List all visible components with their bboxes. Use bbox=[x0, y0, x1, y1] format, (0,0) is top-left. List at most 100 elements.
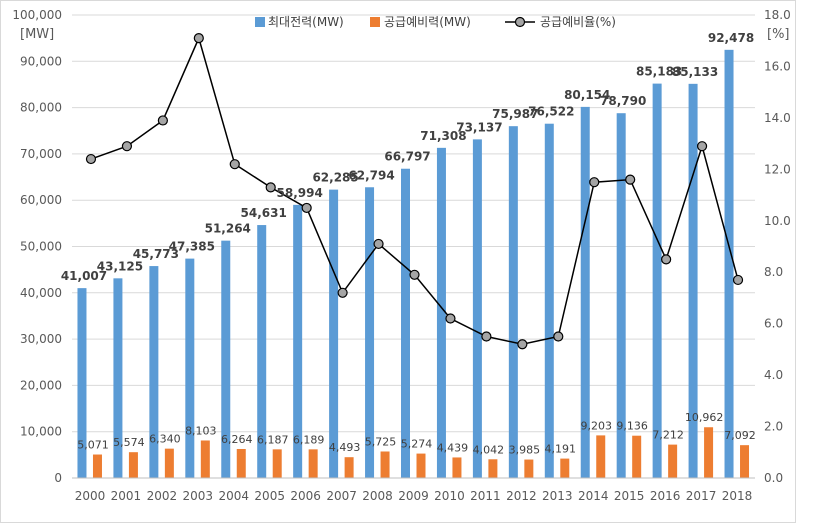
legend-label-reserve-power: 공급예비력(MW) bbox=[384, 15, 471, 29]
data-label-peak-demand: 62,794 bbox=[348, 168, 394, 182]
point-reserve-margin bbox=[589, 177, 600, 188]
bar-reserve-power bbox=[452, 457, 462, 478]
x-axis-tick-label: 2003 bbox=[183, 489, 214, 503]
data-label-peak-demand: 54,631 bbox=[241, 206, 287, 220]
left-axis-tick-label: 60,000 bbox=[20, 193, 62, 207]
x-axis-tick-label: 2012 bbox=[506, 489, 537, 503]
x-axis-tick-label: 2013 bbox=[542, 489, 573, 503]
bar-reserve-power bbox=[92, 454, 102, 478]
bar-peak-demand bbox=[616, 113, 626, 478]
left-axis-tick-label: 80,000 bbox=[20, 101, 62, 115]
bar-peak-demand bbox=[329, 189, 339, 478]
point-reserve-margin bbox=[157, 115, 168, 126]
point-reserve-margin bbox=[229, 159, 240, 170]
line-layer bbox=[85, 33, 744, 350]
left-axis-tick-label: 100,000 bbox=[12, 8, 62, 22]
point-reserve-margin bbox=[85, 153, 97, 165]
left-axis-tick-label: 70,000 bbox=[20, 147, 62, 161]
bar-reserve-power bbox=[344, 457, 354, 478]
point-reserve-margin bbox=[301, 202, 312, 214]
point-reserve-margin bbox=[696, 141, 708, 152]
bar-reserve-power bbox=[488, 459, 498, 478]
right-axis-tick-label: 14.0 bbox=[764, 111, 791, 125]
bar-peak-demand bbox=[472, 139, 482, 479]
data-label-peak-demand: 85,183 bbox=[636, 65, 682, 79]
point-reserve-margin bbox=[373, 238, 384, 250]
left-axis-tick-label: 30,000 bbox=[20, 332, 62, 346]
bar-reserve-power bbox=[632, 435, 642, 478]
data-label-peak-demand: 92,478 bbox=[708, 31, 754, 45]
data-label-reserve-power: 4,042 bbox=[473, 443, 505, 456]
point-reserve-margin bbox=[121, 141, 133, 152]
bar-peak-demand bbox=[257, 225, 267, 478]
bar-peak-demand bbox=[113, 278, 123, 478]
bar-reserve-power bbox=[236, 448, 246, 478]
right-axis-tick-label: 0.0 bbox=[764, 471, 783, 485]
data-label-reserve-power: 3,985 bbox=[509, 444, 541, 457]
right-axis-tick-label: 18.0 bbox=[764, 8, 791, 22]
bar-peak-demand bbox=[724, 49, 734, 479]
point-reserve-margin bbox=[625, 174, 636, 185]
legend-swatch-peak-demand bbox=[255, 17, 265, 27]
point-reserve-margin bbox=[193, 33, 204, 44]
left-axis-tick-label: 20,000 bbox=[20, 378, 62, 392]
legend: 최대전력(MW) 공급예비력(MW) 공급예비율(%) bbox=[255, 15, 616, 29]
x-axis-tick-label: 2014 bbox=[578, 489, 609, 503]
x-axis-tick-label: 2008 bbox=[362, 489, 393, 503]
x-axis-tick-label: 2009 bbox=[398, 489, 429, 503]
point-reserve-margin bbox=[517, 339, 528, 350]
bar-peak-demand bbox=[221, 240, 231, 478]
bar-reserve-power bbox=[524, 459, 534, 478]
bar-peak-demand bbox=[652, 83, 662, 478]
axis-layer: 0 10,000 20,000 30,000 40,000 50,000 60,000 70,… bbox=[12, 8, 790, 503]
bar-reserve-power bbox=[128, 452, 138, 478]
data-label-peak-demand: 45,773 bbox=[133, 247, 179, 261]
right-axis-tick-label: 16.0 bbox=[764, 59, 791, 73]
bar-layer bbox=[77, 49, 750, 479]
legend-label-reserve-margin: 공급예비율(%) bbox=[540, 15, 616, 29]
data-label-peak-demand: 71,308 bbox=[420, 129, 466, 143]
point-reserve-margin bbox=[265, 182, 276, 193]
right-axis-tick-label: 2.0 bbox=[764, 420, 783, 434]
data-label-reserve-power: 8,103 bbox=[185, 424, 217, 437]
data-label-peak-demand: 51,264 bbox=[205, 222, 251, 236]
bar-reserve-power bbox=[740, 445, 750, 478]
data-label-reserve-power: 9,203 bbox=[580, 419, 612, 432]
left-axis-tick-label: 90,000 bbox=[20, 54, 62, 68]
bar-peak-demand bbox=[508, 126, 518, 479]
right-axis-tick-label: 10.0 bbox=[764, 214, 791, 228]
data-label-reserve-power: 6,189 bbox=[293, 433, 325, 446]
bar-peak-demand bbox=[185, 258, 195, 478]
data-label-reserve-power: 4,439 bbox=[437, 441, 469, 454]
x-axis-tick-label: 2016 bbox=[650, 489, 681, 503]
data-label-reserve-power: 6,264 bbox=[221, 433, 253, 446]
x-axis-tick-label: 2002 bbox=[147, 489, 178, 503]
bar-reserve-power bbox=[272, 449, 282, 478]
point-reserve-margin bbox=[337, 287, 348, 298]
data-label-reserve-power: 10,962 bbox=[685, 411, 724, 424]
legend-swatch-reserve-power bbox=[370, 17, 380, 27]
legend-label-peak-demand: 최대전력(MW) bbox=[268, 15, 344, 29]
point-reserve-margin bbox=[661, 254, 672, 265]
data-label-peak-demand: 73,137 bbox=[456, 120, 502, 134]
bar-peak-demand bbox=[293, 204, 303, 478]
x-axis-tick-label: 2001 bbox=[111, 489, 142, 503]
right-axis-tick-label: 6.0 bbox=[764, 317, 783, 331]
left-axis-unit: [MW] bbox=[20, 27, 54, 42]
legend-marker-reserve-margin bbox=[514, 16, 526, 28]
data-label-reserve-power: 7,212 bbox=[652, 429, 684, 442]
bar-reserve-power bbox=[416, 453, 426, 478]
x-axis-tick-label: 2010 bbox=[434, 489, 465, 503]
point-reserve-margin bbox=[481, 331, 492, 342]
bar-peak-demand bbox=[688, 83, 698, 478]
data-label-peak-demand: 75,987 bbox=[492, 107, 538, 121]
point-reserve-margin bbox=[553, 331, 564, 342]
data-label-peak-demand: 66,797 bbox=[384, 150, 430, 164]
x-axis-tick-label: 2004 bbox=[218, 489, 249, 503]
bar-reserve-power bbox=[596, 435, 606, 478]
bar-peak-demand bbox=[365, 187, 375, 478]
point-reserve-margin bbox=[409, 269, 420, 280]
data-label-reserve-power: 5,071 bbox=[77, 439, 109, 452]
